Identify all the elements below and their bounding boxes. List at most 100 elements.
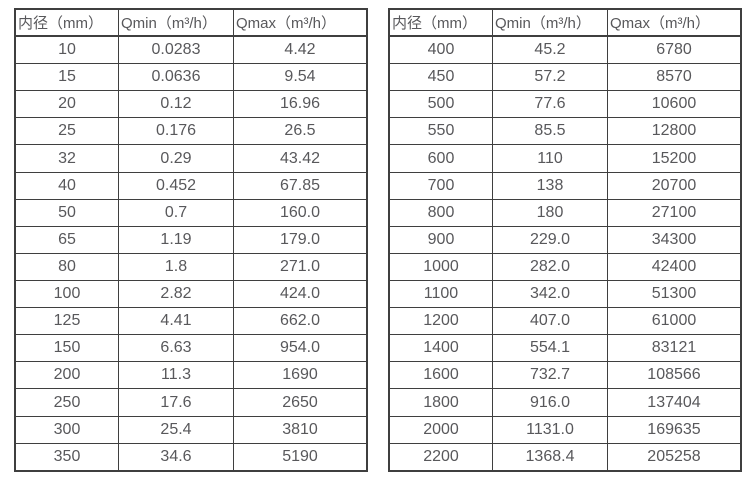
table-cell: 10 — [14, 35, 119, 65]
table-row: 1100 342.0 51300 — [388, 280, 742, 309]
table-cell: 900 — [388, 225, 493, 254]
table-cell: 1131.0 — [492, 415, 608, 444]
table-cell: 137404 — [607, 388, 742, 417]
table-row: 2000 1131.0 169635 — [388, 415, 742, 444]
table-cell: 110 — [492, 144, 608, 173]
table-cell: 108566 — [607, 361, 742, 390]
table-cell: 6780 — [607, 35, 742, 65]
table-cell: 32 — [14, 144, 119, 173]
table-cell: 25 — [14, 117, 119, 146]
table-cell: 83121 — [607, 334, 742, 363]
table-cell: 50 — [14, 198, 119, 227]
table-cell: 732.7 — [492, 361, 608, 390]
table-cell: 1368.4 — [492, 442, 608, 472]
table-row: 900 229.0 34300 — [388, 225, 742, 254]
table-cell: 0.12 — [118, 90, 234, 119]
table-row: 250 17.6 2650 — [14, 388, 368, 417]
table-row: 15 0.0636 9.54 — [14, 63, 368, 92]
table-row: 65 1.19 179.0 — [14, 225, 368, 254]
table-cell: 400 — [388, 35, 493, 65]
table-cell: 424.0 — [233, 280, 368, 309]
table-row: 700 138 20700 — [388, 171, 742, 200]
header-row: 内径（mm） Qmin（m³/h） Qmax（m³/h） — [388, 8, 742, 37]
table-cell: 282.0 — [492, 252, 608, 282]
table-cell: 42400 — [607, 252, 742, 282]
table-row: 400 45.2 6780 — [388, 35, 742, 65]
table-cell: 954.0 — [233, 334, 368, 363]
table-cell: 20700 — [607, 171, 742, 200]
table-row: 350 34.6 5190 — [14, 442, 368, 472]
table-row: 2200 1368.4 205258 — [388, 442, 742, 472]
table-cell: 200 — [14, 361, 119, 390]
table-row: 1200 407.0 61000 — [388, 307, 742, 336]
table-cell: 1690 — [233, 361, 368, 390]
table-cell: 0.0636 — [118, 63, 234, 92]
table-row: 1600 732.7 108566 — [388, 361, 742, 390]
table-cell: 40 — [14, 171, 119, 200]
table-cell: 550 — [388, 117, 493, 146]
table-cell: 34.6 — [118, 442, 234, 472]
column-header: 内径（mm） — [388, 8, 493, 37]
table-cell: 300 — [14, 415, 119, 444]
table-cell: 27100 — [607, 198, 742, 227]
table-cell: 4.41 — [118, 307, 234, 336]
table-cell: 1.8 — [118, 252, 234, 282]
table-cell: 100 — [14, 280, 119, 309]
header-row: 内径（mm） Qmin（m³/h） Qmax（m³/h） — [14, 8, 368, 37]
table-row: 1400 554.1 83121 — [388, 334, 742, 363]
table-cell: 125 — [14, 307, 119, 336]
table-cell: 34300 — [607, 225, 742, 254]
table-cell: 67.85 — [233, 171, 368, 200]
table-cell: 11.3 — [118, 361, 234, 390]
table-cell: 2000 — [388, 415, 493, 444]
table-cell: 16.96 — [233, 90, 368, 119]
table-cell: 342.0 — [492, 280, 608, 309]
table-cell: 169635 — [607, 415, 742, 444]
table-row: 10 0.0283 4.42 — [14, 35, 368, 65]
table-row: 200 11.3 1690 — [14, 361, 368, 390]
table-cell: 1200 — [388, 307, 493, 336]
table-cell: 1000 — [388, 252, 493, 282]
table-cell: 80 — [14, 252, 119, 282]
table-cell: 800 — [388, 198, 493, 227]
table-row: 20 0.12 16.96 — [14, 90, 368, 119]
table-row: 25 0.176 26.5 — [14, 117, 368, 146]
table-cell: 350 — [14, 442, 119, 472]
table-row: 32 0.29 43.42 — [14, 144, 368, 173]
table-cell: 916.0 — [492, 388, 608, 417]
column-header: Qmax（m³/h） — [607, 8, 742, 37]
table-cell: 0.0283 — [118, 35, 234, 65]
table-cell: 3810 — [233, 415, 368, 444]
flow-table-small-diameters: 内径（mm） Qmin（m³/h） Qmax（m³/h） 10 0.0283 4.42 15… — [14, 8, 368, 472]
table-cell: 45.2 — [492, 35, 608, 65]
table-row: 100 2.82 424.0 — [14, 280, 368, 309]
table-cell: 500 — [388, 90, 493, 119]
table-cell: 205258 — [607, 442, 742, 472]
table-cell: 10600 — [607, 90, 742, 119]
table-cell: 2200 — [388, 442, 493, 472]
column-header: Qmax（m³/h） — [233, 8, 368, 37]
table-row: 450 57.2 8570 — [388, 63, 742, 92]
table-cell: 150 — [14, 334, 119, 363]
table-cell: 1800 — [388, 388, 493, 417]
table-row: 300 25.4 3810 — [14, 415, 368, 444]
table-cell: 700 — [388, 171, 493, 200]
table-cell: 61000 — [607, 307, 742, 336]
table-row: 150 6.63 954.0 — [14, 334, 368, 363]
table-cell: 450 — [388, 63, 493, 92]
table-cell: 407.0 — [492, 307, 608, 336]
table-row: 500 77.6 10600 — [388, 90, 742, 119]
table-cell: 179.0 — [233, 225, 368, 254]
table-cell: 662.0 — [233, 307, 368, 336]
table-cell: 1.19 — [118, 225, 234, 254]
column-header: Qmin（m³/h） — [492, 8, 608, 37]
table-cell: 160.0 — [233, 198, 368, 227]
table-row: 80 1.8 271.0 — [14, 252, 368, 282]
table-cell: 0.7 — [118, 198, 234, 227]
table-row: 40 0.452 67.85 — [14, 171, 368, 200]
table-cell: 229.0 — [492, 225, 608, 254]
table-row: 125 4.41 662.0 — [14, 307, 368, 336]
table-cell: 8570 — [607, 63, 742, 92]
table-row: 800 180 27100 — [388, 198, 742, 227]
table-cell: 65 — [14, 225, 119, 254]
